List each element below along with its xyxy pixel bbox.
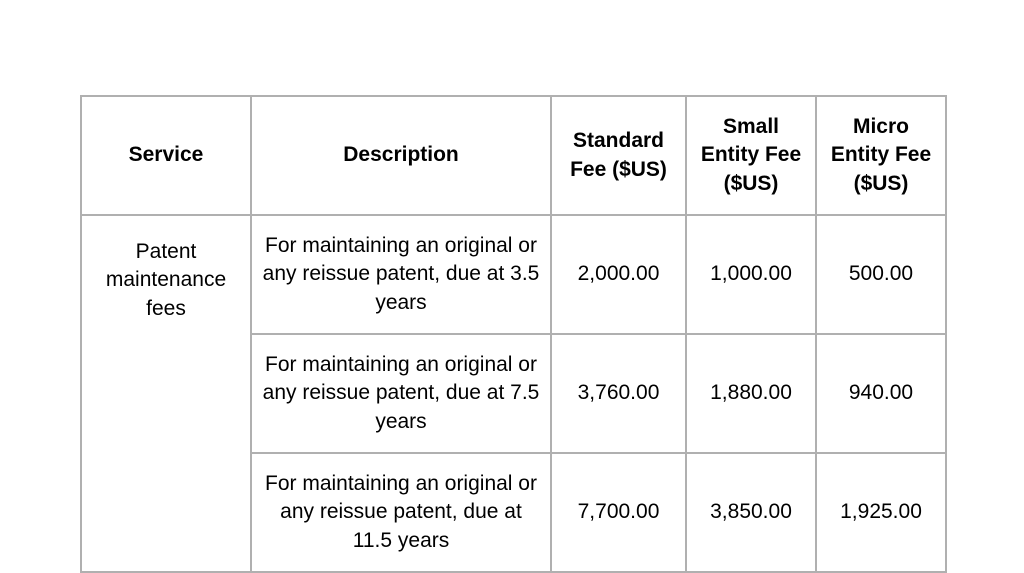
cell-micro-entity-fee: 1,925.00: [816, 453, 946, 572]
col-header-standard-fee: Standard Fee ($US): [551, 96, 686, 215]
cell-small-entity-fee: 1,000.00: [686, 215, 816, 334]
cell-small-entity-fee: 3,850.00: [686, 453, 816, 572]
cell-small-entity-fee: 1,880.00: [686, 334, 816, 453]
fee-table: Service Description Standard Fee ($US) S…: [80, 95, 947, 573]
cell-micro-entity-fee: 940.00: [816, 334, 946, 453]
cell-standard-fee: 2,000.00: [551, 215, 686, 334]
cell-service: Patent maintenance fees: [81, 215, 251, 572]
cell-standard-fee: 7,700.00: [551, 453, 686, 572]
cell-micro-entity-fee: 500.00: [816, 215, 946, 334]
cell-description: For maintaining an original or any reiss…: [251, 215, 551, 334]
table-header-row: Service Description Standard Fee ($US) S…: [81, 96, 946, 215]
fee-table-container: Service Description Standard Fee ($US) S…: [80, 95, 945, 573]
col-header-service: Service: [81, 96, 251, 215]
cell-standard-fee: 3,760.00: [551, 334, 686, 453]
col-header-small-entity-fee: Small Entity Fee ($US): [686, 96, 816, 215]
col-header-description: Description: [251, 96, 551, 215]
cell-description: For maintaining an original or any reiss…: [251, 334, 551, 453]
cell-description: For maintaining an original or any reiss…: [251, 453, 551, 572]
table-row: Patent maintenance fees For maintaining …: [81, 215, 946, 334]
col-header-micro-entity-fee: Micro Entity Fee ($US): [816, 96, 946, 215]
